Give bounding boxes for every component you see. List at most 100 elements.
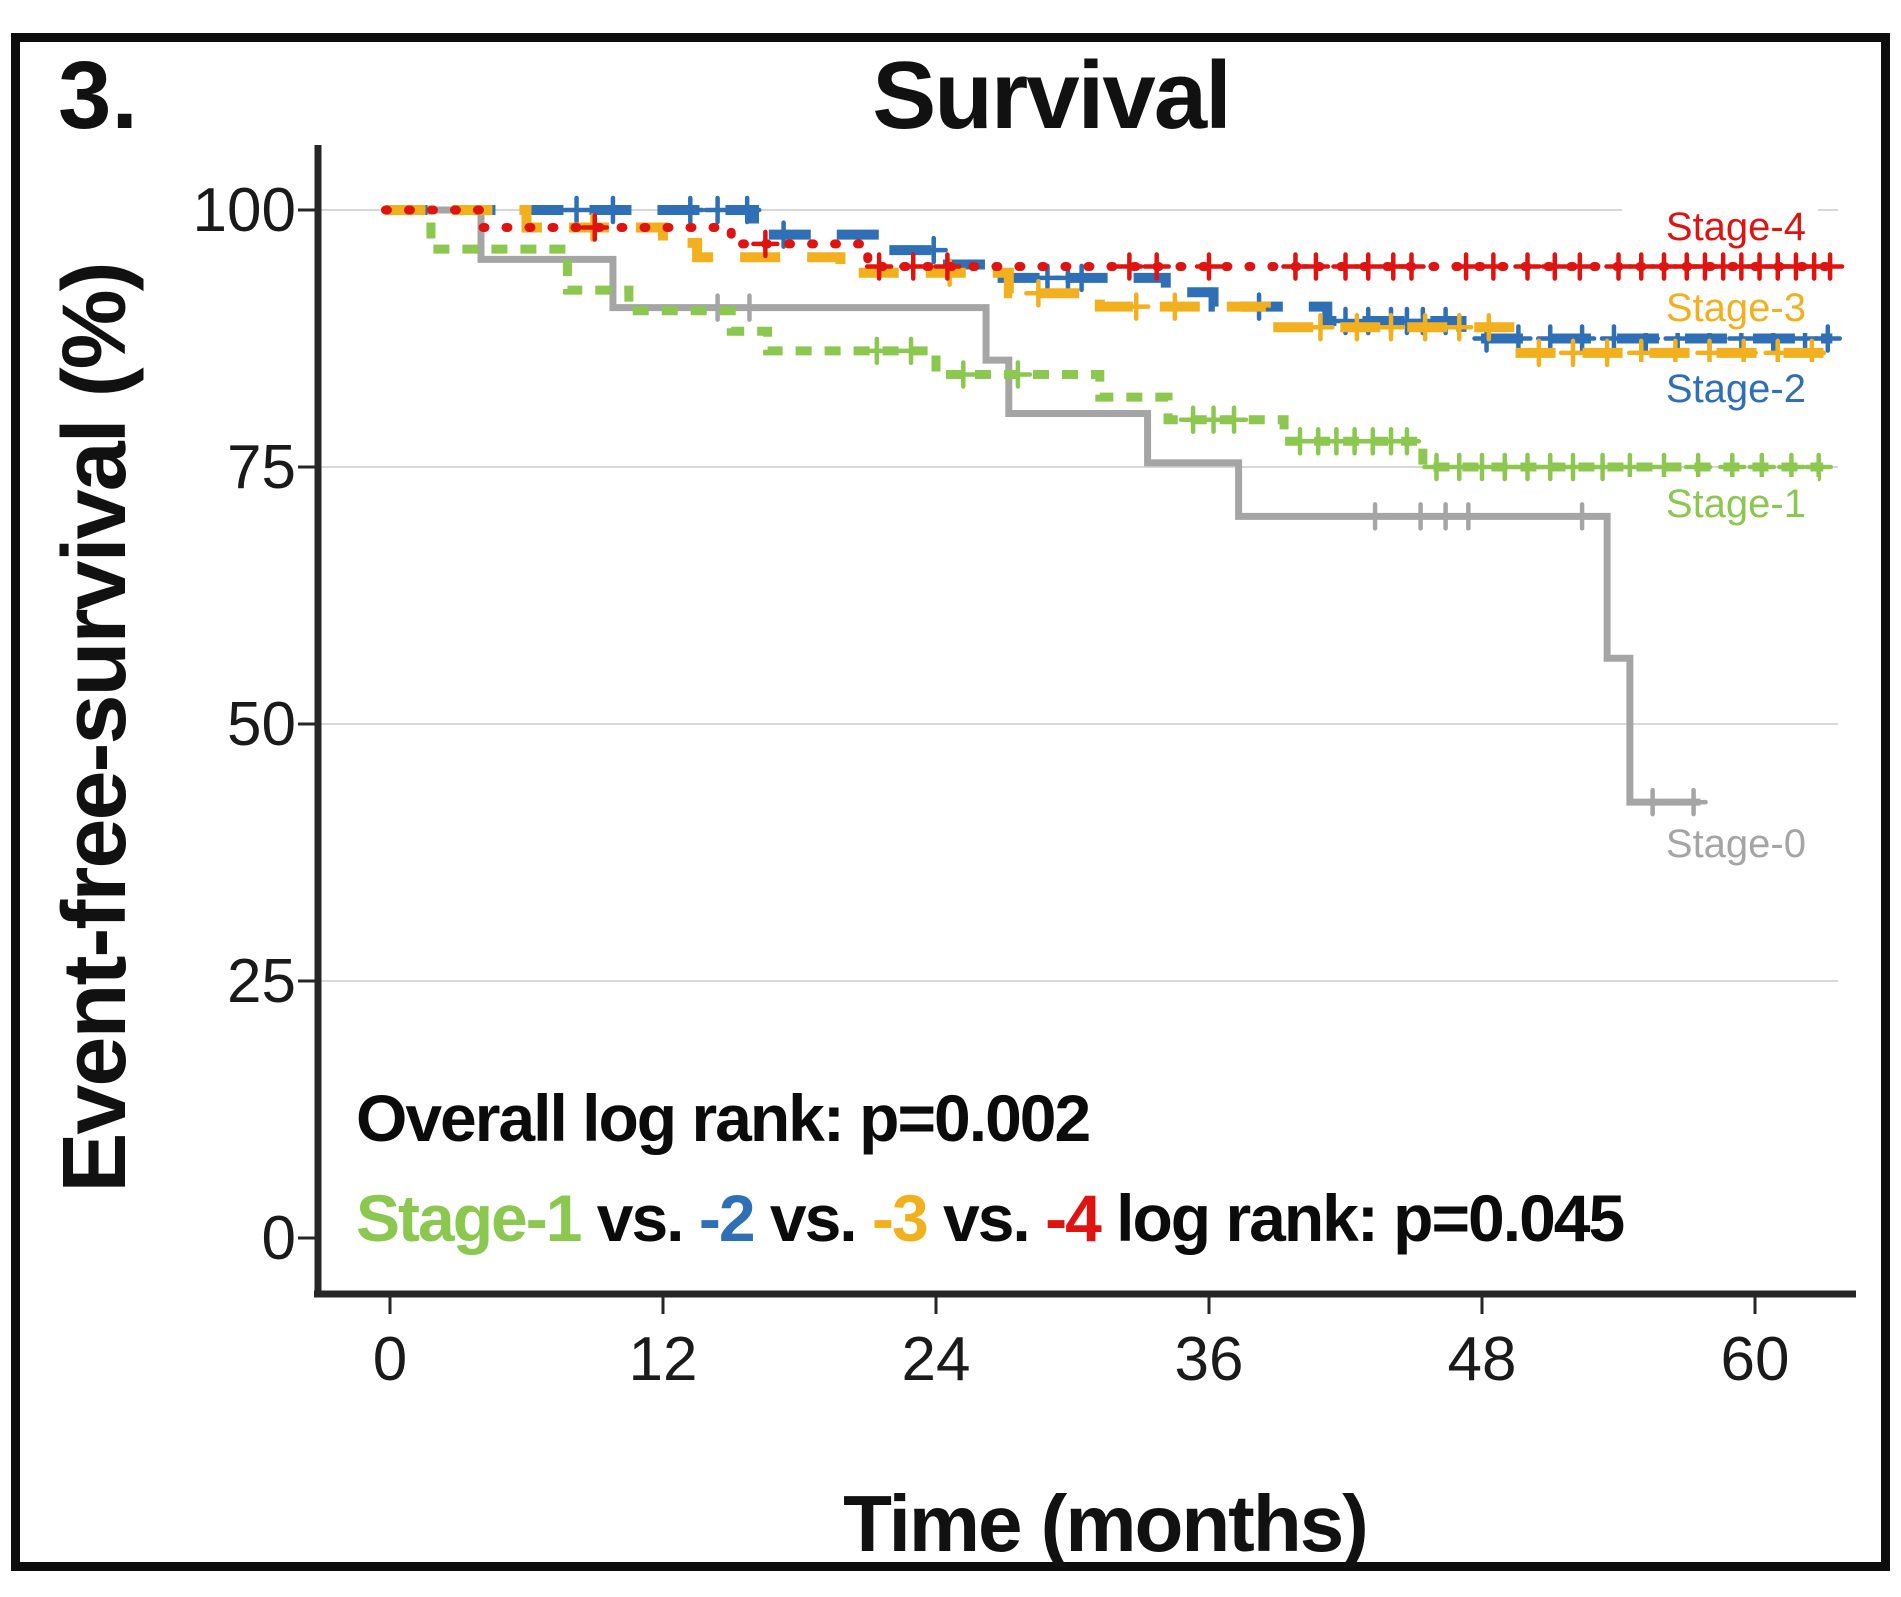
censor-mark: [1615, 452, 1645, 482]
annotation-segment: -2: [698, 1181, 756, 1255]
censor-mark: [1536, 452, 1565, 482]
annotation-segment: -3: [871, 1181, 929, 1255]
censor-mark: [1588, 452, 1617, 482]
censor-mark: [1604, 252, 1633, 281]
legend-label-stage-4: Stage-4: [1666, 205, 1806, 249]
censor-mark: [1121, 292, 1151, 321]
x-tick-label: 48: [1448, 1325, 1517, 1394]
censor-mark: [933, 252, 962, 281]
censor-mark: [1649, 252, 1679, 281]
censor-mark: [1445, 452, 1474, 482]
x-tick-label: 24: [902, 1325, 971, 1394]
censor-mark: [1747, 452, 1777, 482]
censor-mark: [862, 336, 892, 366]
censor-mark: [1431, 502, 1460, 531]
survival-curve-stage-0: [385, 206, 1701, 806]
censor-mark: [1219, 405, 1249, 434]
censor-mark: [1194, 252, 1224, 281]
censor-mark: [1445, 312, 1474, 342]
x-axis-title: Time (months): [843, 1479, 1369, 1568]
censor-mark: [1301, 252, 1331, 281]
censor-mark: [1524, 338, 1554, 368]
legend-label-bg: [1622, 362, 1818, 414]
annotation-line1: Overall log rank: p=0.002: [356, 1081, 1091, 1155]
censor-mark: [1683, 452, 1713, 482]
censor-mark: [1813, 324, 1843, 353]
censor-mark: [1513, 452, 1542, 482]
x-tick-label: 0: [373, 1325, 407, 1394]
censor-mark: [1815, 252, 1845, 281]
figure-border: [11, 33, 1890, 1571]
x-tick-label: 12: [629, 1325, 698, 1394]
censor-mark: [1406, 502, 1435, 531]
censor-mark: [1067, 263, 1096, 293]
censor-mark: [1718, 452, 1747, 482]
y-tick-label: 50: [227, 690, 296, 759]
censor-mark: [598, 195, 628, 225]
censor-mark: [1567, 324, 1597, 353]
censor-mark: [1451, 252, 1481, 281]
censor-mark: [1627, 252, 1656, 281]
legend-label-stage-2: Stage-2: [1666, 367, 1806, 411]
legend-label-bg: [1622, 477, 1818, 529]
censor-mark: [1422, 452, 1451, 482]
annotation-segment: vs.: [580, 1181, 699, 1255]
annotation-segment: -4: [1045, 1181, 1102, 1255]
censor-mark: [1599, 324, 1629, 353]
censor-mark: [562, 195, 591, 225]
censor-mark: [769, 220, 798, 249]
legend-label-stage-1: Stage-1: [1666, 482, 1806, 526]
x-tick-label: 60: [1721, 1325, 1790, 1394]
censor-mark: [1454, 502, 1483, 531]
censor-mark: [1679, 787, 1708, 817]
censor-mark: [864, 252, 894, 281]
censor-mark: [1661, 338, 1690, 368]
censor-mark: [1354, 252, 1383, 281]
censor-mark: [751, 229, 780, 259]
censor-mark: [1536, 324, 1565, 353]
censor-mark: [1592, 338, 1622, 368]
censor-mark: [1115, 252, 1144, 281]
censor-mark: [1558, 338, 1588, 368]
censor-mark: [1392, 427, 1422, 456]
censor-mark: [1467, 452, 1497, 482]
censor-mark: [1342, 312, 1372, 342]
censor-mark: [1360, 502, 1390, 531]
censor-mark: [735, 293, 764, 322]
censor-mark: [1649, 452, 1679, 482]
censor-mark: [1410, 312, 1440, 342]
censor-mark: [1627, 338, 1656, 368]
censor-mark: [1558, 452, 1588, 482]
annotation-segment: log rank: p=0.045: [1099, 1181, 1625, 1255]
survival-curve-stage-1: [385, 205, 1824, 472]
censor-mark: [1474, 312, 1504, 342]
legend-label-stage-0: Stage-0: [1666, 822, 1806, 866]
censor-mark: [1777, 452, 1806, 482]
censor-mark: [1490, 452, 1519, 482]
censor-mark: [1504, 324, 1533, 353]
censor-mark: [1024, 279, 1053, 308]
censor-mark: [1331, 252, 1360, 281]
censor-mark: [1567, 502, 1597, 531]
censor-mark: [1695, 338, 1724, 368]
censor-mark: [919, 235, 948, 265]
annotation-segment: vs.: [926, 1181, 1046, 1255]
censor-mark: [1479, 252, 1508, 281]
y-tick-label: 75: [227, 433, 296, 502]
y-tick-label: 0: [262, 1204, 296, 1273]
legend-label-bg: [1622, 281, 1818, 333]
annotation-line2: Stage-1 vs. -2 vs. -3 vs. -4 log rank: p…: [356, 1185, 1625, 1251]
censor-mark: [896, 336, 926, 366]
annotation-segment: vs.: [753, 1181, 872, 1255]
legend-label-stage-3: Stage-3: [1666, 286, 1806, 330]
censor-mark: [1540, 252, 1570, 281]
censor-mark: [703, 195, 732, 225]
censor-mark: [732, 195, 762, 225]
censor-mark: [1729, 338, 1758, 368]
censor-mark: [1306, 312, 1335, 342]
annotation-segment: Stage-1: [356, 1181, 582, 1255]
censor-mark: [949, 360, 978, 389]
chart-title: Survival: [872, 42, 1232, 149]
